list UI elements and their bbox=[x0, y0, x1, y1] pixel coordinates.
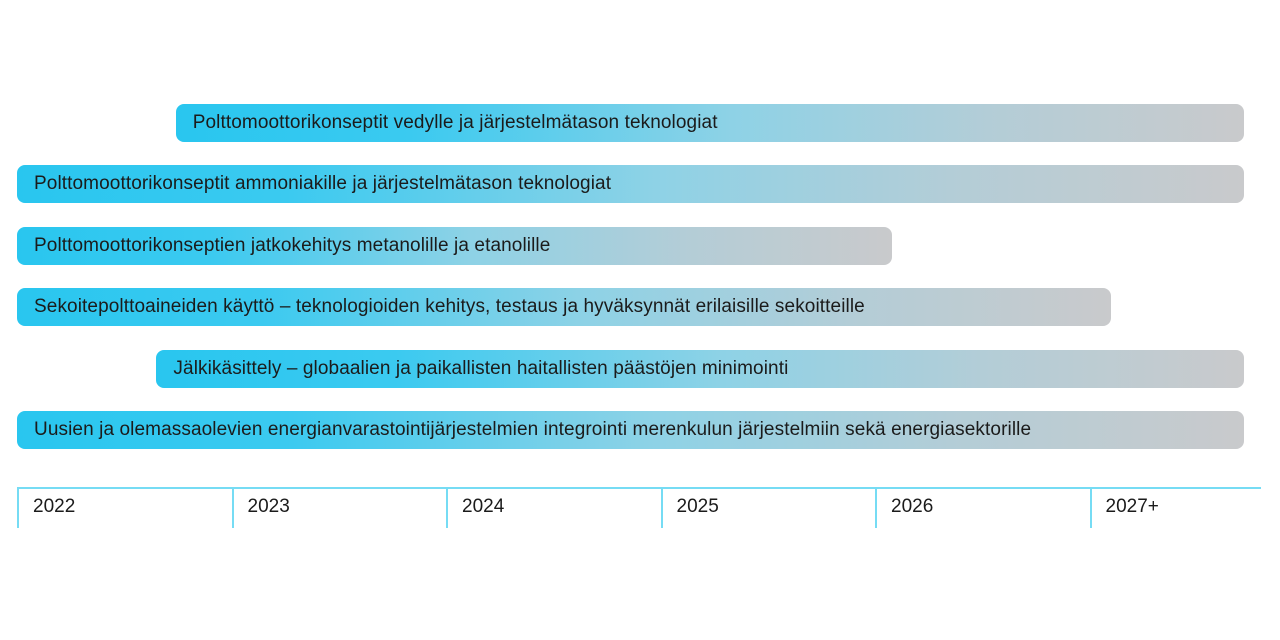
task-bar: Polttomoottorikonseptit ammoniakille ja … bbox=[17, 165, 1244, 204]
axis-year-label: 2026 bbox=[891, 496, 934, 517]
task-label: Jälkikäsittely – globaalien ja paikallis… bbox=[173, 357, 789, 379]
task-label: Polttomoottorikonseptit ammoniakille ja … bbox=[34, 173, 612, 195]
axis-tick bbox=[446, 487, 448, 528]
task-label: Sekoitepolttoaineiden käyttö – teknologi… bbox=[34, 296, 865, 318]
task-label: Polttomoottorikonseptit vedylle ja järje… bbox=[192, 112, 718, 133]
axis-year-label: 2025 bbox=[676, 496, 719, 517]
task-bar: Uusien ja olemassaolevien energianvarast… bbox=[17, 411, 1244, 449]
axis-tick bbox=[231, 487, 234, 528]
axis-tick bbox=[875, 487, 877, 528]
task-bar: Polttomoottorikonseptien jatkokehitys me… bbox=[17, 226, 893, 265]
task-label: Uusien ja olemassaolevien energianvarast… bbox=[34, 419, 1032, 440]
axis-line bbox=[17, 487, 1262, 489]
axis-year-label: 2024 bbox=[462, 496, 505, 517]
axis-year-label: 2022 bbox=[33, 496, 76, 517]
axis-year-label: 2027+ bbox=[1105, 496, 1159, 517]
axis-year-label: 2023 bbox=[247, 496, 290, 517]
task-bar: Jälkikäsittely – globaalien ja paikallis… bbox=[156, 349, 1244, 388]
task-bar: Polttomoottorikonseptit vedylle ja järje… bbox=[175, 104, 1244, 142]
task-bar: Sekoitepolttoaineiden käyttö – teknologi… bbox=[17, 288, 1111, 327]
axis-tick bbox=[17, 487, 19, 528]
task-label: Polttomoottorikonseptien jatkokehitys me… bbox=[34, 234, 551, 256]
axis-tick bbox=[660, 487, 663, 528]
axis-tick bbox=[1089, 487, 1092, 528]
